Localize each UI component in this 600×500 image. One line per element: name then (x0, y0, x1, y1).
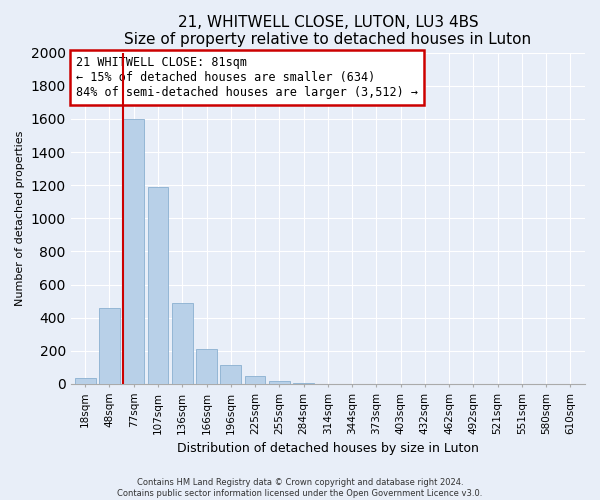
Bar (293, 383, 314, 384)
Y-axis label: Number of detached properties: Number of detached properties (15, 130, 25, 306)
Bar (75, 378, 95, 384)
Text: 21 WHITWELL CLOSE: 81sqm
← 15% of detached houses are smaller (634)
84% of semi-: 21 WHITWELL CLOSE: 81sqm ← 15% of detach… (76, 56, 418, 99)
Bar (172, 303, 193, 384)
Text: Contains HM Land Registry data © Crown copyright and database right 2024.
Contai: Contains HM Land Registry data © Crown c… (118, 478, 482, 498)
X-axis label: Distribution of detached houses by size in Luton: Distribution of detached houses by size … (177, 442, 479, 455)
Bar (124, 119, 144, 384)
Bar (269, 380, 290, 384)
Bar (245, 376, 265, 384)
Bar (220, 365, 241, 384)
Bar (196, 349, 217, 384)
Bar (99, 308, 120, 384)
Title: 21, WHITWELL CLOSE, LUTON, LU3 4BS
Size of property relative to detached houses : 21, WHITWELL CLOSE, LUTON, LU3 4BS Size … (124, 15, 532, 48)
Bar (148, 187, 169, 384)
